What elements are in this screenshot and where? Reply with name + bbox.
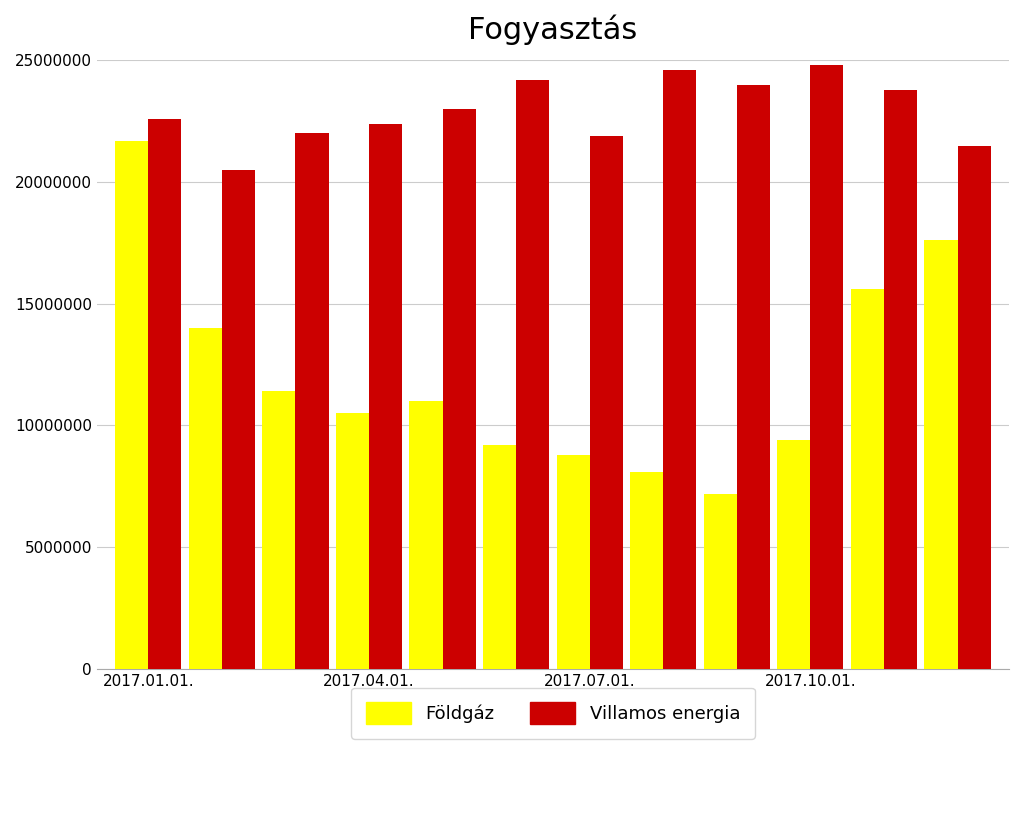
Bar (703, 493, 737, 669)
Bar (442, 109, 476, 669)
Bar (148, 119, 181, 669)
Bar (851, 289, 884, 669)
Bar (483, 445, 516, 669)
Bar (262, 391, 296, 669)
Bar (410, 401, 442, 669)
Bar (296, 133, 329, 669)
Bar (664, 70, 696, 669)
Title: Fogyasztás: Fogyasztás (468, 15, 638, 46)
Bar (222, 170, 255, 669)
Legend: Földgáz, Villamos energia: Földgáz, Villamos energia (351, 688, 755, 739)
Bar (116, 141, 148, 669)
Bar (516, 80, 549, 669)
Bar (957, 146, 990, 669)
Bar (630, 472, 664, 669)
Bar (884, 89, 918, 669)
Bar (777, 440, 810, 669)
Bar (336, 413, 369, 669)
Bar (369, 124, 402, 669)
Bar (590, 136, 623, 669)
Bar (925, 241, 957, 669)
Bar (188, 328, 222, 669)
Bar (810, 65, 844, 669)
Bar (737, 85, 770, 669)
Bar (557, 454, 590, 669)
